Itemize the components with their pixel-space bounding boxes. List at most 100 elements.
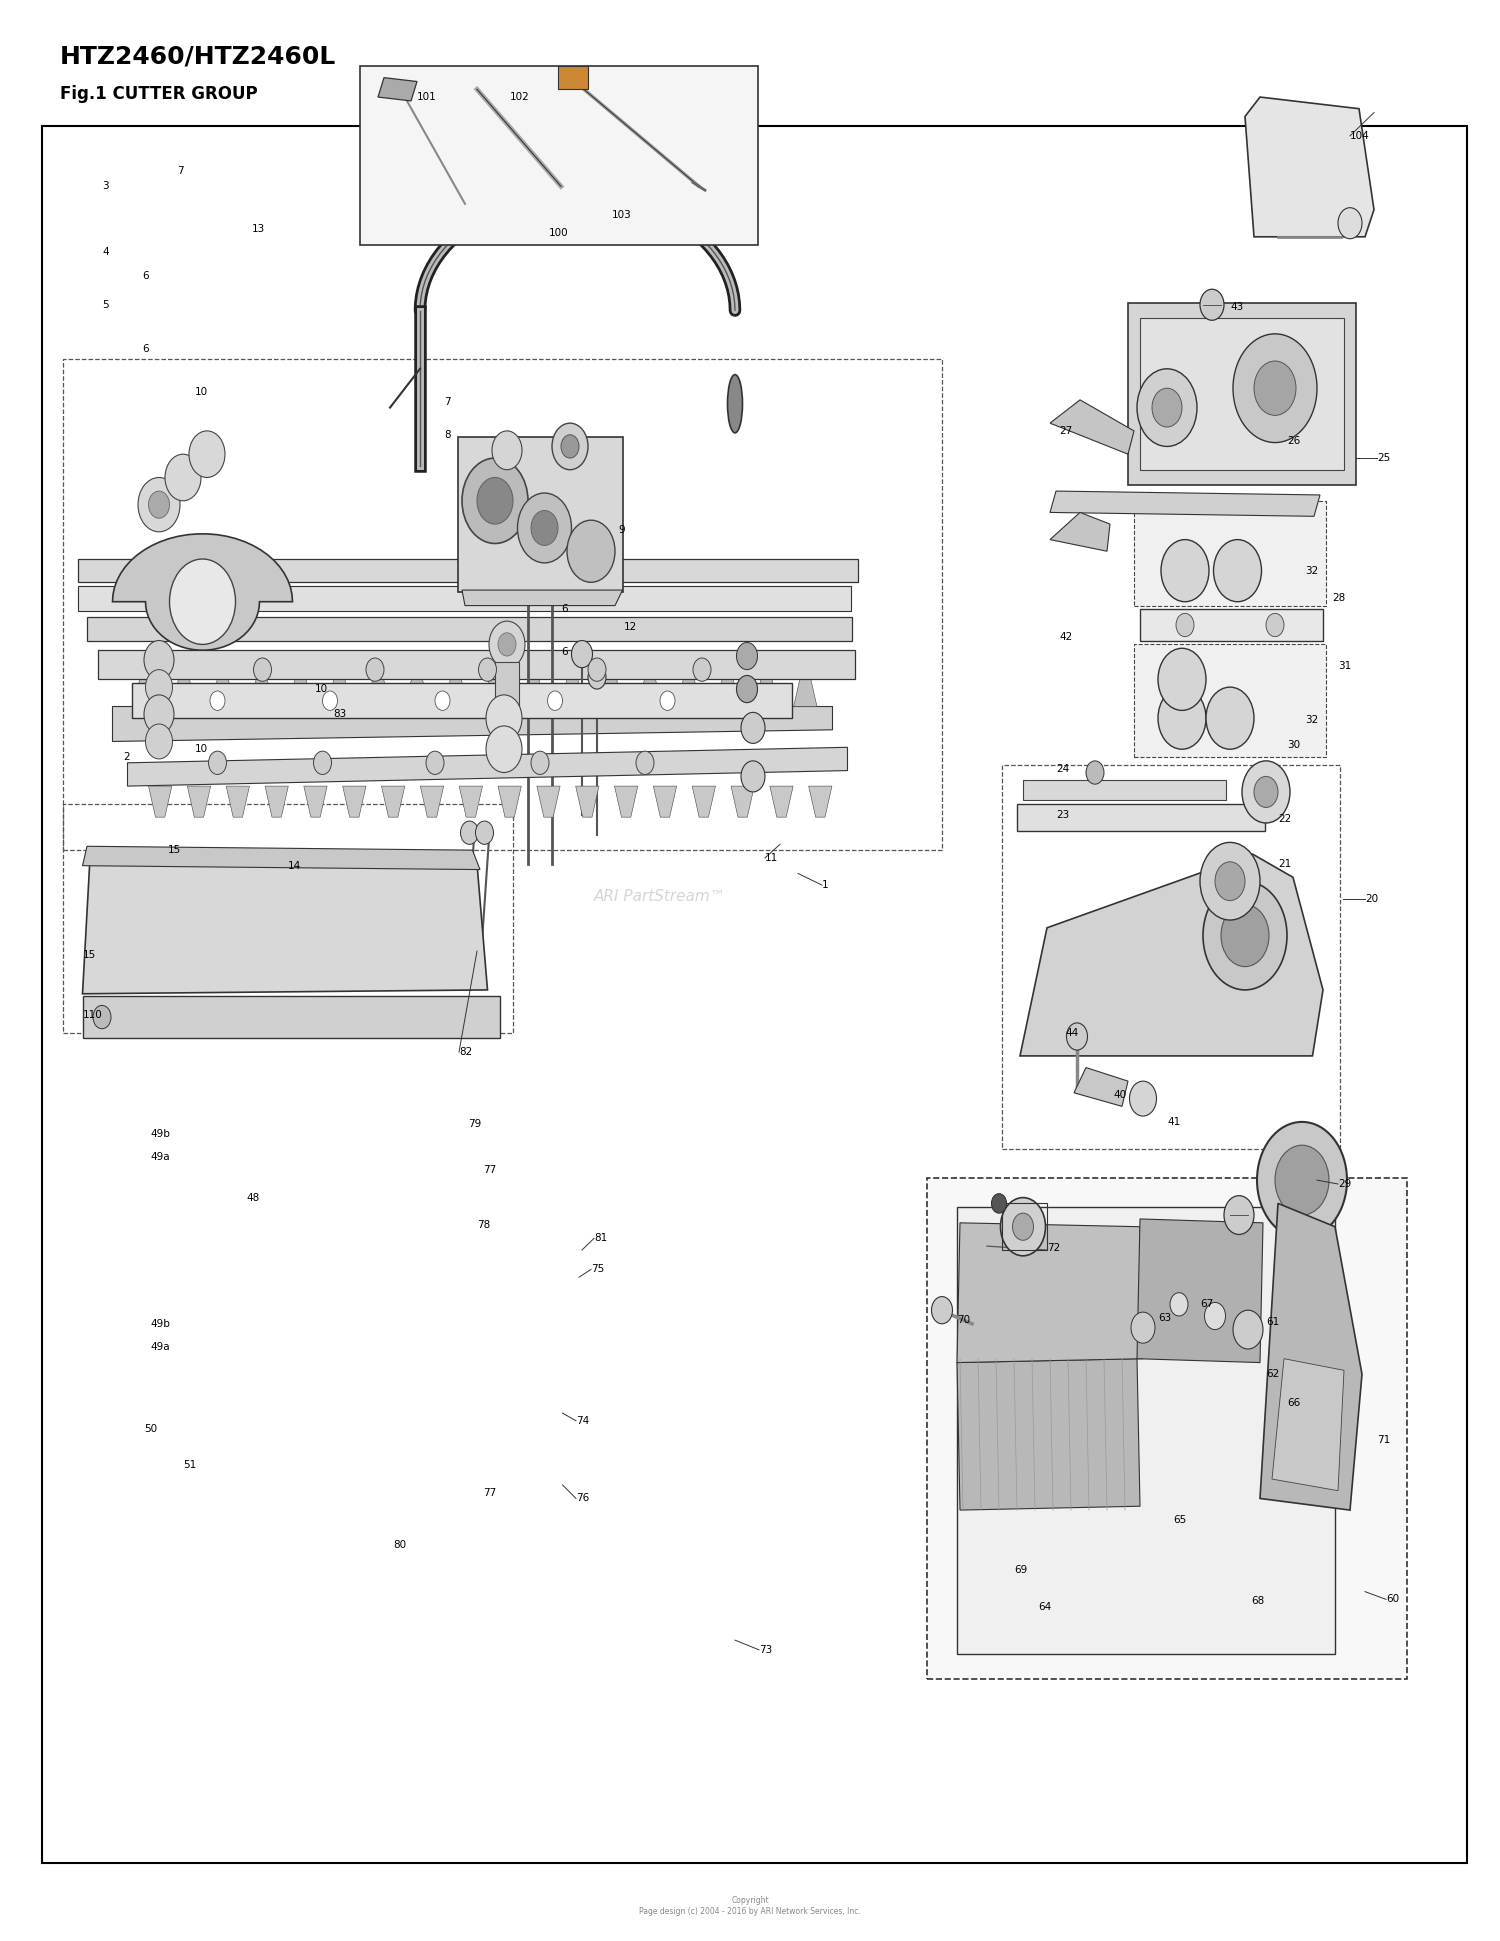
Polygon shape [459, 786, 483, 817]
Text: 23: 23 [1056, 809, 1070, 821]
Polygon shape [1137, 1219, 1263, 1363]
Polygon shape [251, 675, 273, 707]
Text: 49b: 49b [150, 1128, 170, 1139]
Text: 110: 110 [82, 1009, 102, 1021]
Text: 7: 7 [177, 165, 183, 177]
Polygon shape [226, 786, 249, 817]
Circle shape [567, 520, 615, 582]
Polygon shape [1050, 400, 1134, 454]
Polygon shape [654, 786, 676, 817]
Text: 72: 72 [1047, 1242, 1060, 1254]
Circle shape [492, 431, 522, 470]
Text: 3: 3 [102, 181, 108, 192]
Circle shape [1000, 1198, 1045, 1256]
Polygon shape [211, 675, 234, 707]
Bar [132, 683, 792, 718]
Circle shape [1233, 334, 1317, 443]
Text: 7: 7 [444, 396, 450, 408]
Circle shape [1233, 1310, 1263, 1349]
Polygon shape [808, 786, 832, 817]
Circle shape [489, 621, 525, 668]
Text: 32: 32 [1305, 714, 1318, 726]
Polygon shape [957, 1223, 1143, 1363]
Text: 6: 6 [142, 270, 148, 281]
Polygon shape [290, 675, 312, 707]
Polygon shape [676, 675, 700, 707]
Text: 15: 15 [168, 844, 182, 856]
Polygon shape [1050, 491, 1320, 516]
Circle shape [588, 658, 606, 681]
Text: 5: 5 [102, 299, 108, 311]
Bar [1134, 644, 1326, 757]
Circle shape [476, 821, 494, 844]
Bar [1140, 318, 1344, 470]
Text: 74: 74 [576, 1415, 590, 1427]
Circle shape [1257, 1122, 1347, 1238]
Text: 32: 32 [1305, 565, 1318, 576]
Text: 20: 20 [1365, 893, 1378, 905]
Text: 13: 13 [252, 223, 266, 235]
Polygon shape [134, 675, 158, 707]
Text: 75: 75 [591, 1264, 604, 1275]
Polygon shape [483, 675, 507, 707]
Text: 78: 78 [477, 1219, 490, 1231]
Text: 50: 50 [144, 1423, 158, 1434]
Circle shape [518, 493, 572, 563]
Bar [927, 1178, 1407, 1679]
Text: 42: 42 [1059, 631, 1072, 642]
Circle shape [1086, 761, 1104, 784]
Text: 63: 63 [1158, 1312, 1172, 1324]
Text: 103: 103 [612, 210, 632, 221]
Text: 14: 14 [288, 860, 302, 872]
Text: 12: 12 [624, 621, 638, 633]
Polygon shape [112, 534, 292, 650]
Circle shape [1266, 613, 1284, 637]
Bar [558, 66, 588, 89]
Circle shape [736, 675, 758, 703]
Text: 70: 70 [957, 1314, 970, 1326]
Circle shape [1158, 687, 1206, 749]
Circle shape [1254, 776, 1278, 807]
Circle shape [1152, 388, 1182, 427]
Text: 68: 68 [1251, 1596, 1264, 1607]
Circle shape [254, 658, 272, 681]
Circle shape [138, 477, 180, 532]
Polygon shape [754, 675, 778, 707]
Bar [78, 559, 858, 582]
Circle shape [1200, 289, 1224, 320]
Circle shape [478, 658, 496, 681]
Bar [42, 126, 1467, 1863]
Text: 62: 62 [1266, 1368, 1280, 1380]
Polygon shape [716, 675, 740, 707]
Polygon shape [522, 675, 544, 707]
Text: 6: 6 [561, 646, 567, 658]
Circle shape [992, 1194, 1006, 1213]
Polygon shape [498, 786, 522, 817]
Circle shape [144, 695, 174, 734]
Circle shape [531, 510, 558, 545]
Text: 15: 15 [82, 949, 96, 961]
Circle shape [1137, 369, 1197, 446]
Text: 73: 73 [759, 1644, 772, 1656]
Circle shape [1224, 1196, 1254, 1234]
Text: 102: 102 [510, 91, 530, 103]
Text: Copyright
Page design (c) 2004 - 2016 by ARI Network Services, Inc.: Copyright Page design (c) 2004 - 2016 by… [639, 1896, 861, 1916]
Polygon shape [304, 786, 327, 817]
Bar [495, 662, 519, 710]
Circle shape [144, 641, 174, 679]
Text: 77: 77 [483, 1487, 496, 1498]
Bar [1002, 765, 1340, 1149]
Polygon shape [561, 675, 584, 707]
Text: 6: 6 [561, 604, 567, 615]
Circle shape [741, 761, 765, 792]
Circle shape [660, 691, 675, 710]
Circle shape [435, 691, 450, 710]
Text: 66: 66 [1287, 1398, 1300, 1409]
Text: 48: 48 [246, 1192, 259, 1203]
Polygon shape [420, 786, 444, 817]
Text: 64: 64 [1038, 1601, 1052, 1613]
Polygon shape [381, 786, 405, 817]
Text: 9: 9 [618, 524, 624, 536]
Text: 71: 71 [1377, 1434, 1390, 1446]
Polygon shape [1272, 1359, 1344, 1491]
